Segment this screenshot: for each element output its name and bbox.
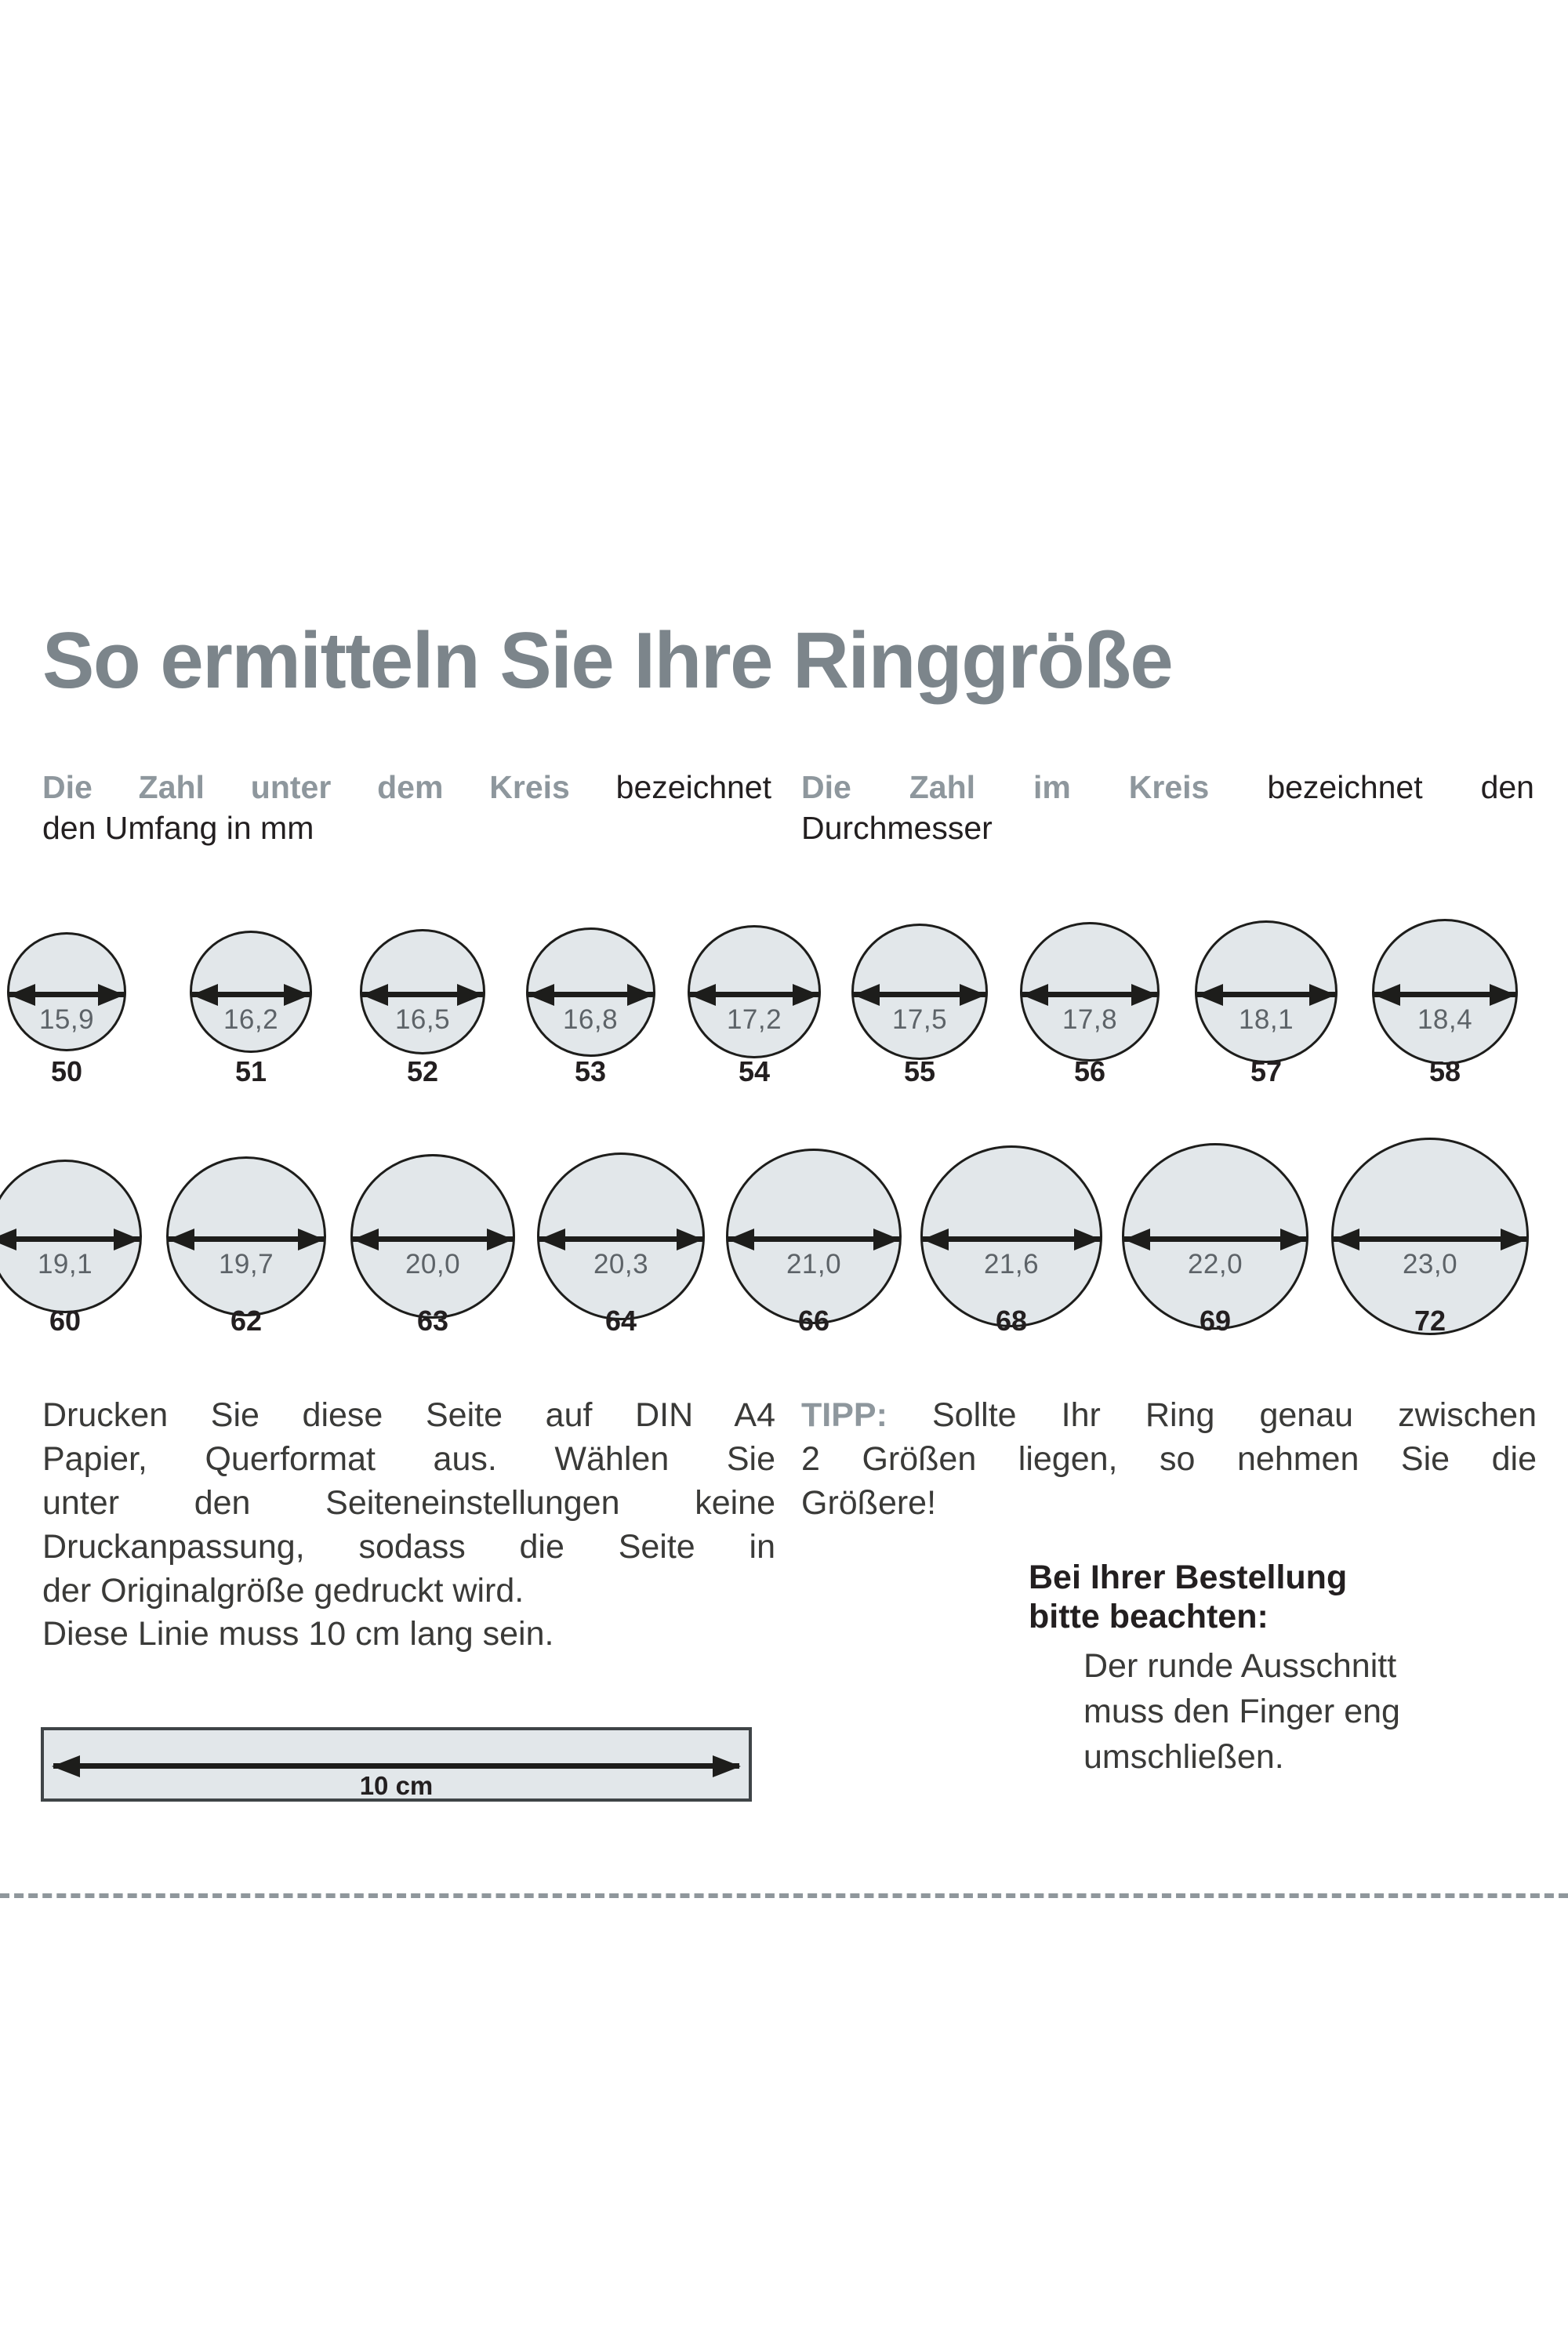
print-instructions-line-1: Drucken Sie diese Seite auf DIN A4 (42, 1396, 775, 1434)
ring-size-label-63: 63 (416, 1305, 449, 1337)
print-instructions-line-6: Diese Linie muss 10 cm lang sein. (42, 1615, 554, 1653)
diameter-arrow-icon-62 (168, 1229, 325, 1250)
print-instructions-line-2: Papier, Querformat aus. Wählen Sie (42, 1439, 775, 1478)
print-instructions: Drucken Sie diese Seite auf DIN A4 Papie… (42, 1394, 775, 1657)
diameter-value-72: 23,0 (1402, 1249, 1458, 1279)
diameter-value-68: 21,6 (983, 1249, 1040, 1279)
ring-size-label-55: 55 (903, 1055, 936, 1087)
calibration-ruler: 10 cm (41, 1727, 752, 1802)
diameter-arrow-icon-53 (527, 984, 654, 1006)
ring-size-label-58: 58 (1428, 1055, 1461, 1087)
diameter-arrow-icon-64 (539, 1229, 703, 1250)
ring-size-label-53: 53 (574, 1055, 607, 1087)
order-notice-body-line-1: Der runde Ausschnitt (1083, 1647, 1397, 1685)
tip-line-2: 2 Größen liegen, so nehmen Sie die (801, 1439, 1537, 1478)
diameter-arrow-icon-57 (1196, 984, 1336, 1006)
print-instructions-line-4: Druckanpassung, sodass die Seite in (42, 1527, 775, 1566)
ring-size-label-66: 66 (797, 1305, 830, 1337)
ring-size-label-69: 69 (1199, 1305, 1232, 1337)
diameter-arrow-icon-50 (9, 984, 125, 1006)
diameter-value-69: 22,0 (1187, 1249, 1243, 1279)
ring-size-label-52: 52 (406, 1055, 439, 1087)
tip-line-3: Größere! (801, 1483, 937, 1522)
diameter-arrow-icon-54 (689, 984, 819, 1006)
legend-diameter-rest: bezeichnet den (1209, 769, 1534, 805)
diameter-arrow-icon-58 (1374, 984, 1516, 1006)
ring-size-label-54: 54 (738, 1055, 771, 1087)
diameter-arrow-icon-55 (853, 984, 986, 1006)
print-instructions-line-3: unter den Seiteneinstellungen keine (42, 1483, 775, 1522)
order-notice-heading: Bei Ihrer Bestellung bitte beachten: (1029, 1559, 1515, 1637)
diameter-arrow-icon-63 (352, 1229, 514, 1250)
legend-circumference-line1: Die Zahl unter dem Kreis bezeichnet (42, 767, 771, 808)
legend-circumference-line2: den Umfang in mm (42, 810, 314, 847)
ring-size-label-72: 72 (1414, 1305, 1446, 1337)
legend-circumference-rest: bezeichnet (569, 769, 771, 805)
diameter-value-53: 16,8 (562, 1004, 619, 1035)
tip-label: TIPP: (801, 1396, 887, 1434)
legend-diameter: Die Zahl im Kreis bezeichnet den Durchme… (801, 767, 1534, 849)
diameter-value-64: 20,3 (593, 1249, 649, 1279)
tip-line-1-rest: Sollte Ihr Ring genau zwischen (887, 1396, 1537, 1434)
legend-diameter-line1: Die Zahl im Kreis bezeichnet den (801, 767, 1534, 808)
legend-circumference: Die Zahl unter dem Kreis bezeichnet den … (42, 767, 771, 849)
ring-size-row-1: 15,9 50 16,2 51 16,5 52 16,8 53 17,2 54 17,5 55 17,8… (0, 902, 1568, 1898)
ring-size-label-51: 51 (234, 1055, 267, 1087)
diameter-value-66: 21,0 (786, 1249, 842, 1279)
ring-size-label-64: 64 (604, 1305, 637, 1337)
diameter-value-60: 19,1 (37, 1249, 93, 1279)
diameter-arrow-icon-69 (1123, 1229, 1307, 1250)
page-title: So ermitteln Sie Ihre Ringgröße (42, 617, 1174, 705)
tip-block: TIPP: Sollte Ihr Ring genau zwischen 2 G… (801, 1394, 1537, 1526)
diameter-value-54: 17,2 (726, 1004, 782, 1035)
order-notice-body: Der runde Ausschnitt muss den Finger eng… (1083, 1643, 1523, 1780)
legend-circumference-highlight: Die Zahl unter dem Kreis (42, 769, 570, 805)
diameter-arrow-icon-51 (191, 984, 310, 1006)
diameter-value-62: 19,7 (218, 1249, 274, 1279)
diameter-value-50: 15,9 (38, 1004, 95, 1035)
diameter-arrow-icon-60 (0, 1229, 140, 1250)
diameter-arrow-icon-56 (1022, 984, 1158, 1006)
order-notice-body-line-2: muss den Finger eng (1083, 1693, 1400, 1731)
diameter-value-58: 18,4 (1417, 1004, 1473, 1035)
ring-size-label-57: 57 (1250, 1055, 1283, 1087)
ring-size-label-50: 50 (50, 1055, 83, 1087)
order-notice-body-line-3: umschließen. (1083, 1738, 1284, 1777)
order-notice-heading-line-1: Bei Ihrer Bestellung (1029, 1559, 1348, 1596)
ring-size-label-56: 56 (1073, 1055, 1106, 1087)
diameter-arrow-icon-66 (728, 1229, 900, 1250)
diameter-value-57: 18,1 (1238, 1004, 1294, 1035)
diameter-value-55: 17,5 (891, 1004, 948, 1035)
ring-size-label-60: 60 (49, 1305, 82, 1337)
diameter-arrow-icon-52 (361, 984, 484, 1006)
ring-size-label-68: 68 (995, 1305, 1028, 1337)
diameter-value-56: 17,8 (1062, 1004, 1118, 1035)
diameter-value-63: 20,0 (405, 1249, 461, 1279)
ruler-label: 10 cm (359, 1771, 434, 1800)
print-instructions-line-5: der Originalgröße gedruckt wird. (42, 1571, 524, 1610)
ruler-double-arrow-icon (52, 1755, 741, 1777)
ring-size-row-2: 19,1 60 19,7 62 20,0 63 20,3 64 21,0 66 21,6 68 22,0… (0, 1133, 1568, 1376)
legend-diameter-highlight: Die Zahl im Kreis (801, 769, 1210, 805)
legend-diameter-line2: Durchmesser (801, 810, 993, 847)
row-1-guide-line (0, 1893, 1568, 1898)
tip-line-1: TIPP: Sollte Ihr Ring genau zwischen (801, 1394, 1537, 1438)
diameter-value-52: 16,5 (394, 1004, 451, 1035)
diameter-value-51: 16,2 (223, 1004, 279, 1035)
ring-size-label-62: 62 (230, 1305, 263, 1337)
diameter-arrow-icon-72 (1333, 1229, 1527, 1250)
diameter-arrow-icon-68 (922, 1229, 1101, 1250)
order-notice-heading-line-2: bitte beachten: (1029, 1597, 1269, 1635)
